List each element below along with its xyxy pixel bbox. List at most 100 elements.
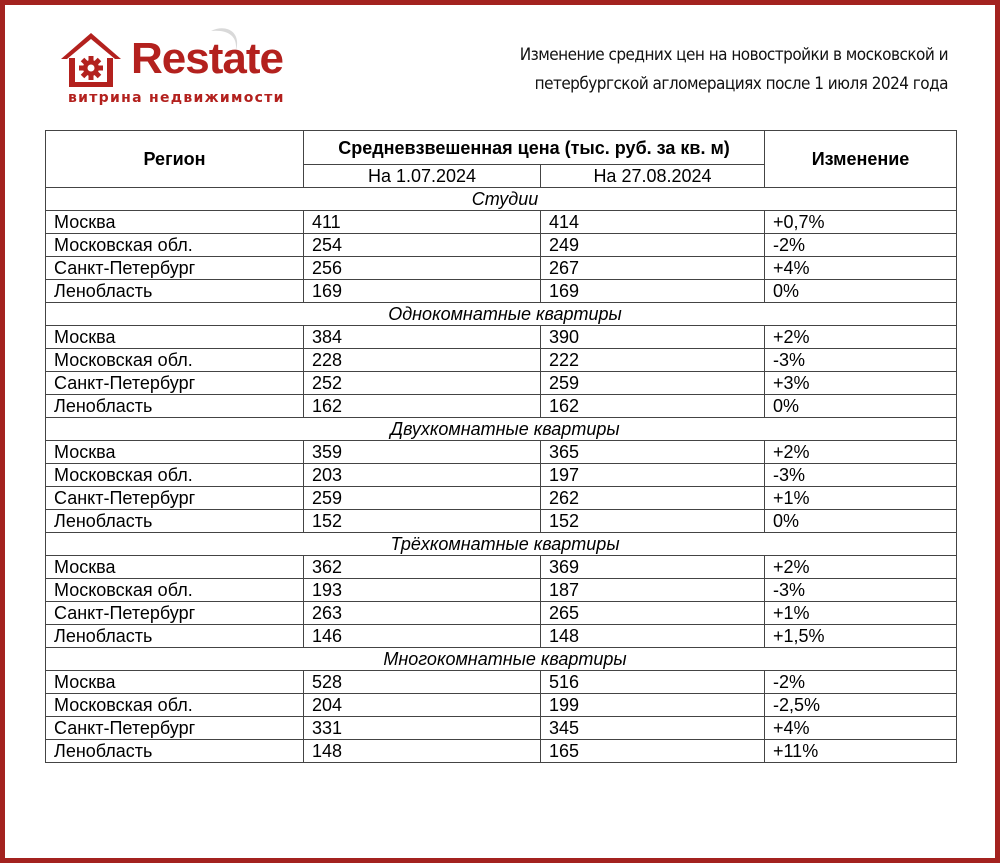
cell-change: -3%	[764, 348, 957, 372]
section-row: Однокомнатные квартиры	[45, 302, 957, 326]
cell-price-date-2: 516	[540, 670, 765, 694]
title-line-1: Изменение средних цен на новостройки в м…	[519, 45, 949, 65]
cell-price-date-2: 165	[540, 739, 765, 763]
cell-price-date-2: 262	[540, 486, 765, 510]
cell-region: Московская обл.	[45, 233, 304, 257]
cell-price-date-1: 203	[303, 463, 541, 487]
cell-region: Санкт-Петербург	[45, 256, 304, 280]
cell-region: Москва	[45, 210, 304, 234]
cell-change: +1%	[764, 601, 957, 625]
header-change: Изменение	[764, 130, 957, 188]
table-body: Студии Москва 411 414 +0,7% Московская обл. 25…	[45, 187, 957, 763]
table-row: Москва 411 414 +0,7%	[45, 210, 957, 234]
table-row: Ленобласть 146 148 +1,5%	[45, 624, 957, 648]
section-title: Трёхкомнатные квартиры	[45, 532, 957, 556]
cell-change: -2,5%	[764, 693, 957, 717]
cell-price-date-2: 345	[540, 716, 765, 740]
section-row: Двухкомнатные квартиры	[45, 417, 957, 441]
cell-region: Москва	[45, 670, 304, 694]
cell-price-date-2: 148	[540, 624, 765, 648]
cell-price-date-2: 152	[540, 509, 765, 533]
section-title: Студии	[45, 187, 957, 211]
cell-price-date-1: 148	[303, 739, 541, 763]
header-region: Регион	[45, 130, 304, 188]
cell-price-date-2: 369	[540, 555, 765, 579]
cell-change: -2%	[764, 670, 957, 694]
section-title: Однокомнатные квартиры	[45, 302, 957, 326]
cell-price-date-1: 411	[303, 210, 541, 234]
cell-price-date-1: 193	[303, 578, 541, 602]
house-gear-icon	[61, 33, 121, 87]
cell-region: Ленобласть	[45, 624, 304, 648]
cell-change: +4%	[764, 256, 957, 280]
section-title: Многокомнатные квартиры	[45, 647, 957, 671]
cell-region: Москва	[45, 555, 304, 579]
cell-change: 0%	[764, 394, 957, 418]
cell-region: Санкт-Петербург	[45, 371, 304, 395]
cell-price-date-2: 169	[540, 279, 765, 303]
section-row: Многокомнатные квартиры	[45, 647, 957, 671]
table-row: Московская обл. 203 197 -3%	[45, 463, 957, 487]
cell-price-date-1: 263	[303, 601, 541, 625]
cell-price-date-2: 162	[540, 394, 765, 418]
table-row: Ленобласть 148 165 +11%	[45, 739, 957, 763]
cell-price-date-2: 265	[540, 601, 765, 625]
cell-price-date-2: 199	[540, 693, 765, 717]
cell-change: +2%	[764, 440, 957, 464]
cell-change: +4%	[764, 716, 957, 740]
cell-region: Москва	[45, 325, 304, 349]
cell-price-date-1: 252	[303, 371, 541, 395]
cell-price-date-1: 152	[303, 509, 541, 533]
section-title: Двухкомнатные квартиры	[45, 417, 957, 441]
cell-region: Санкт-Петербург	[45, 486, 304, 510]
section-row: Трёхкомнатные квартиры	[45, 532, 957, 556]
cell-change: -3%	[764, 578, 957, 602]
restate-logo: Restate витрина недвижимости	[55, 25, 335, 115]
cell-price-date-1: 254	[303, 233, 541, 257]
header-date-1: На 1.07.2024	[303, 164, 541, 188]
table-row: Санкт-Петербург 252 259 +3%	[45, 371, 957, 395]
cell-price-date-2: 267	[540, 256, 765, 280]
cell-change: +2%	[764, 325, 957, 349]
table-row: Москва 528 516 -2%	[45, 670, 957, 694]
cell-price-date-2: 414	[540, 210, 765, 234]
table-row: Ленобласть 169 169 0%	[45, 279, 957, 303]
cell-price-date-2: 222	[540, 348, 765, 372]
cell-change: +2%	[764, 555, 957, 579]
cell-price-date-1: 256	[303, 256, 541, 280]
cell-price-date-1: 204	[303, 693, 541, 717]
cell-price-date-2: 187	[540, 578, 765, 602]
cell-region: Московская обл.	[45, 693, 304, 717]
section-row: Студии	[45, 187, 957, 211]
cell-region: Московская обл.	[45, 463, 304, 487]
cell-price-date-2: 249	[540, 233, 765, 257]
table-row: Санкт-Петербург 331 345 +4%	[45, 716, 957, 740]
cell-change: +1%	[764, 486, 957, 510]
cell-price-date-2: 259	[540, 371, 765, 395]
table-row: Москва 384 390 +2%	[45, 325, 957, 349]
table-row: Санкт-Петербург 263 265 +1%	[45, 601, 957, 625]
cell-price-date-1: 384	[303, 325, 541, 349]
cell-price-date-1: 528	[303, 670, 541, 694]
cell-region: Ленобласть	[45, 279, 304, 303]
cell-price-date-2: 365	[540, 440, 765, 464]
table-row: Ленобласть 162 162 0%	[45, 394, 957, 418]
cell-price-date-1: 359	[303, 440, 541, 464]
cell-region: Ленобласть	[45, 394, 304, 418]
logo-wordmark: Restate	[131, 34, 284, 83]
cell-region: Московская обл.	[45, 578, 304, 602]
cell-region: Ленобласть	[45, 739, 304, 763]
cell-region: Москва	[45, 440, 304, 464]
table-row: Москва 362 369 +2%	[45, 555, 957, 579]
header-date-2: На 27.08.2024	[540, 164, 765, 188]
cell-region: Ленобласть	[45, 509, 304, 533]
cell-price-date-1: 259	[303, 486, 541, 510]
cell-price-date-2: 197	[540, 463, 765, 487]
cell-change: +11%	[764, 739, 957, 763]
table-row: Московская обл. 193 187 -3%	[45, 578, 957, 602]
cell-price-date-1: 162	[303, 394, 541, 418]
cell-change: -3%	[764, 463, 957, 487]
table-row: Московская обл. 228 222 -3%	[45, 348, 957, 372]
cell-price-date-1: 362	[303, 555, 541, 579]
page-title: Изменение средних цен на новостройки в м…	[480, 41, 949, 99]
